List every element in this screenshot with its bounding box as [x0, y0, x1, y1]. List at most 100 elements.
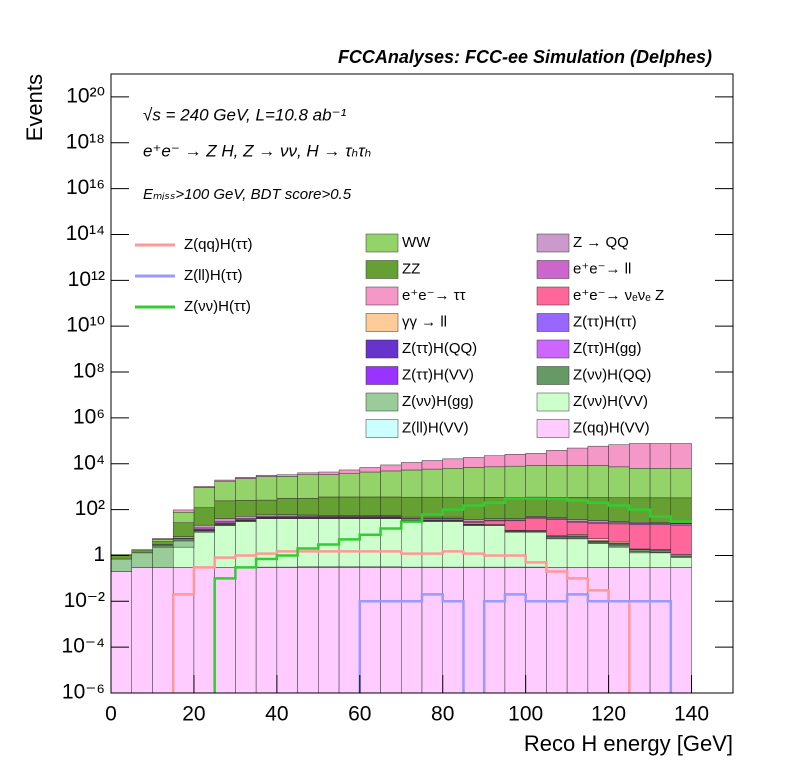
legend-swatch	[536, 286, 570, 306]
histogram-bar	[276, 474, 298, 477]
histogram-bar	[297, 498, 319, 516]
histogram-bar	[546, 567, 568, 693]
histogram-bar	[111, 555, 132, 560]
histogram-bar	[214, 567, 236, 693]
histogram-bar	[214, 480, 236, 502]
histogram-bar	[359, 471, 381, 498]
histogram-bar	[380, 496, 402, 516]
histogram-bar	[111, 558, 132, 572]
histogram-bar	[193, 486, 215, 488]
legend-label: Z(ττ)H(gg)	[573, 340, 642, 357]
histogram-bar	[608, 466, 630, 498]
y-tick-label: 10⁻²	[64, 589, 105, 612]
legend-label: Z(νν)H(QQ)	[573, 366, 651, 383]
legend-label: Z(ττ)H(QQ)	[402, 340, 477, 357]
histogram-bar	[193, 567, 215, 693]
y-tick-label: 10²⁰	[66, 84, 105, 107]
legend-label: WW	[402, 234, 431, 251]
histogram-bar	[670, 554, 692, 557]
legend-swatch	[536, 366, 570, 385]
histogram-bar	[338, 518, 361, 568]
legend-label: Z(νν)H(ττ)	[184, 298, 251, 315]
histogram-bar	[546, 538, 568, 568]
histogram-bar	[172, 538, 195, 542]
legend-label: Z → QQ	[573, 234, 629, 251]
x-tick-label: 80	[431, 703, 454, 726]
histogram-bar	[649, 524, 672, 550]
histogram-bar	[629, 549, 651, 552]
signal-line	[171, 550, 631, 693]
histogram-bar	[504, 465, 526, 498]
histogram-bar	[649, 497, 672, 523]
histogram-bar	[587, 522, 609, 539]
histogram-bar	[318, 474, 340, 498]
histogram-bar	[255, 567, 278, 693]
histogram-bar	[193, 487, 215, 508]
histogram-bar	[504, 454, 526, 467]
legend-swatch	[365, 392, 399, 412]
histogram-bar	[442, 468, 464, 498]
legend-swatch	[536, 339, 570, 359]
histogram-bar	[214, 525, 236, 568]
histogram-bar	[649, 567, 672, 693]
histogram-bar	[463, 522, 485, 525]
histogram-bar	[152, 538, 174, 540]
histogram-bar	[546, 519, 568, 536]
y-tick-label: 10⁴	[73, 451, 105, 474]
histogram-bar	[318, 471, 340, 475]
chart-title: FCCAnalyses: FCC-ee Simulation (Delphes)	[338, 47, 712, 67]
legend-label: Z(ττ)H(VV)	[402, 366, 474, 383]
y-tick-label: 10¹⁸	[66, 130, 105, 153]
histogram-bar	[276, 498, 298, 515]
histogram-bar	[483, 497, 506, 519]
histogram-bar	[483, 455, 506, 468]
histogram-bar	[483, 466, 506, 498]
histogram-bar	[629, 468, 651, 499]
x-tick-label: 60	[348, 703, 371, 726]
histogram-bar	[546, 465, 568, 498]
histogram-bar	[152, 544, 174, 548]
histogram-bar	[111, 571, 132, 693]
histogram-bar	[483, 567, 506, 693]
histogram-bar	[235, 521, 257, 568]
histogram-bar	[649, 549, 672, 553]
histogram-bar	[649, 552, 672, 568]
legend-label: Z(νν)H(gg)	[402, 393, 474, 410]
histogram-bar	[359, 467, 381, 473]
histogram-bar	[359, 567, 381, 693]
histogram-bar	[566, 567, 589, 693]
histogram-bar	[380, 464, 402, 472]
y-tick-label: 10¹²	[68, 268, 105, 291]
histogram-bar	[608, 543, 630, 547]
histogram-bar	[152, 541, 174, 545]
y-tick-label: 10⁶	[73, 405, 105, 428]
histogram-bar	[338, 469, 361, 474]
legend-swatch	[365, 286, 399, 306]
histogram-bar	[525, 517, 547, 531]
histogram-bar	[629, 567, 651, 693]
histogram-bar	[131, 567, 153, 693]
y-tick-label: 10¹⁴	[66, 222, 105, 245]
histogram-bar	[297, 474, 319, 499]
histogram-bar	[235, 500, 257, 517]
histogram-bar	[421, 460, 443, 470]
histogram-bar	[172, 567, 195, 693]
legend-label: e⁺e⁻→ ττ	[402, 287, 466, 304]
x-tick-label: 120	[591, 703, 626, 726]
histogram-bar	[193, 507, 215, 526]
y-tick-label: 10⁻⁶	[62, 681, 105, 704]
legend-label: e⁺e⁻→ νₑνₑ Z	[573, 287, 664, 304]
histogram-bar	[442, 458, 464, 469]
histogram-bar	[214, 518, 236, 522]
annotation: Eₘᵢₛₛ>100 GeV, BDT score>0.5	[143, 186, 352, 203]
histogram-bar	[255, 474, 278, 477]
histogram-bar	[359, 496, 381, 516]
histogram-bar	[235, 516, 257, 519]
legend-swatch	[536, 233, 570, 253]
histogram-bar	[608, 444, 630, 468]
legend-swatch	[365, 419, 399, 438]
histogram-bar	[463, 457, 485, 468]
histogram-bar	[670, 443, 692, 469]
histogram-bar	[338, 496, 361, 516]
histogram-bar	[172, 546, 195, 568]
